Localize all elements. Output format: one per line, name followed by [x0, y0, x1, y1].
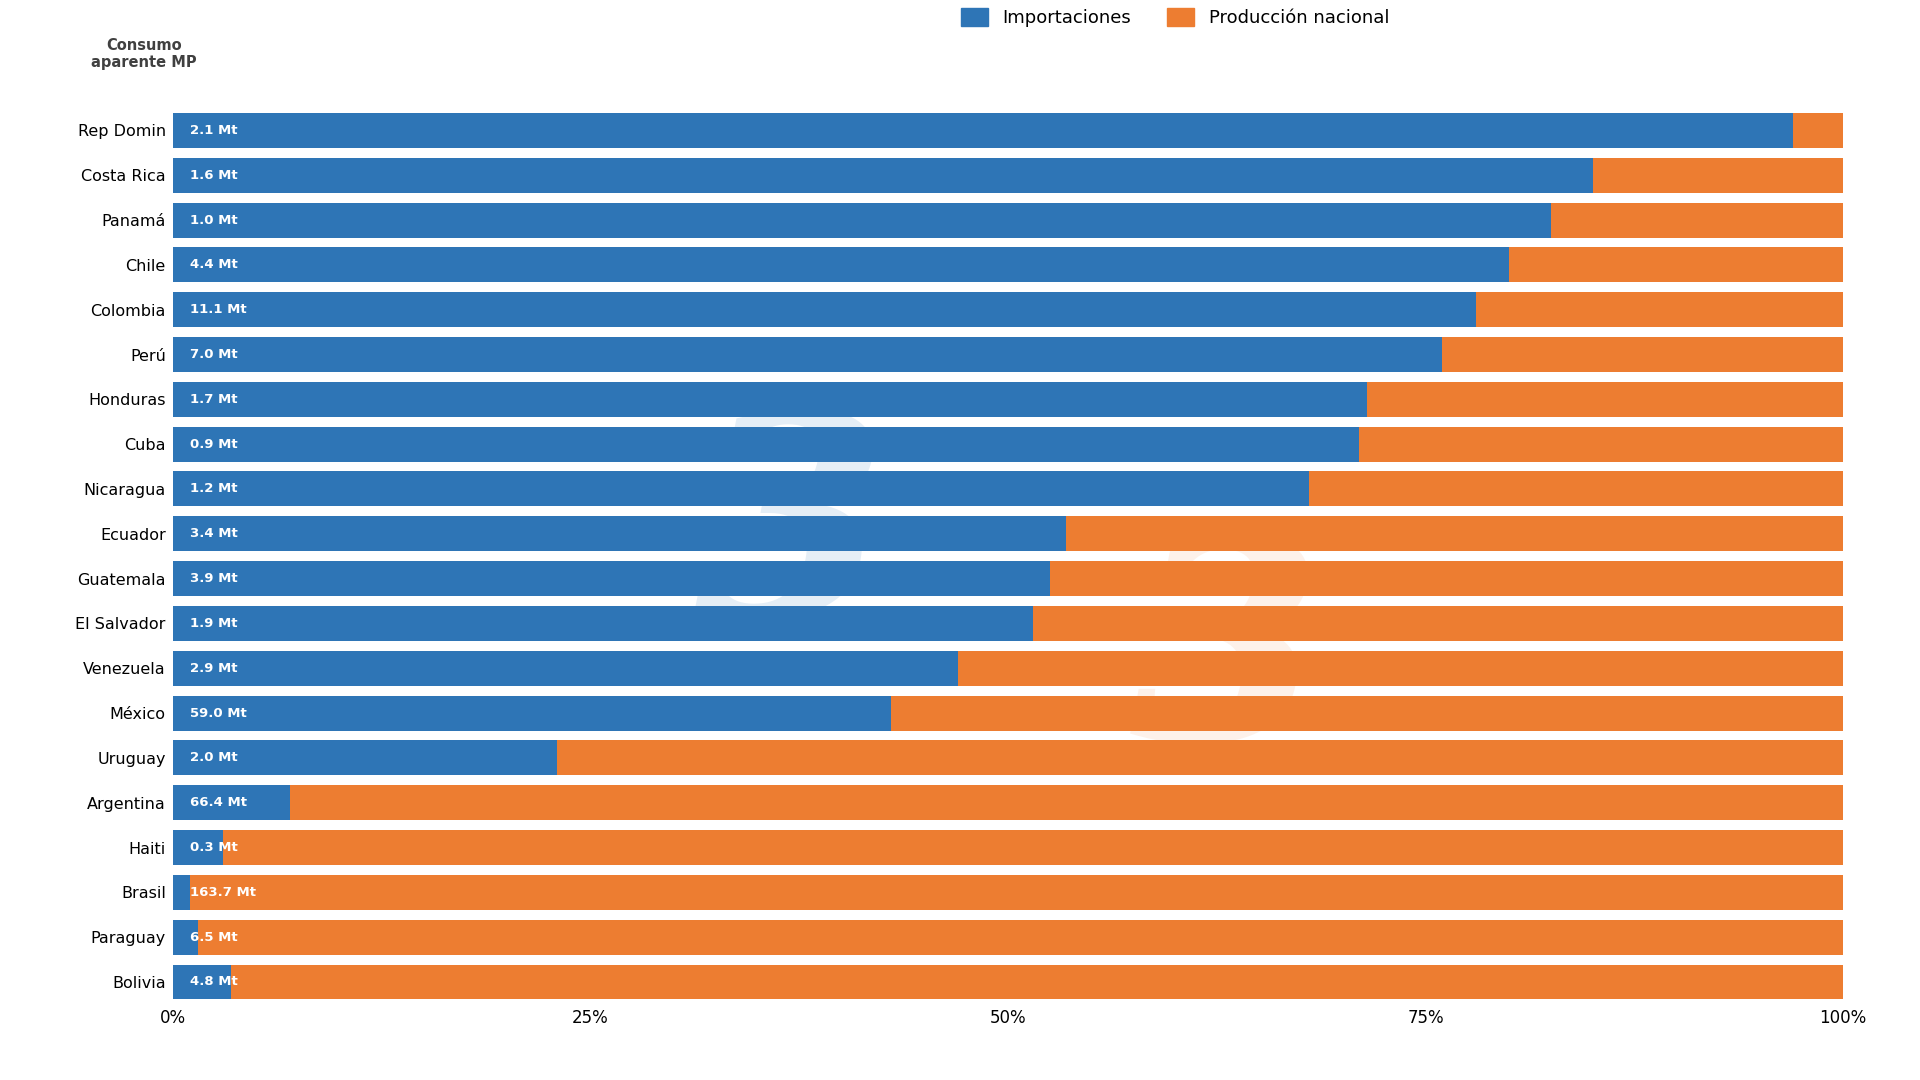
Text: 1.9 Mt: 1.9 Mt — [190, 617, 236, 630]
Bar — [173, 651, 958, 686]
Bar — [173, 606, 1033, 640]
Bar — [173, 158, 1594, 192]
Bar — [173, 785, 290, 820]
Text: 3: 3 — [695, 404, 887, 673]
Bar — [173, 562, 1050, 596]
Bar — [173, 741, 557, 775]
Text: 163.7 Mt: 163.7 Mt — [190, 886, 255, 899]
Text: 1.2 Mt: 1.2 Mt — [190, 483, 236, 496]
Bar — [173, 920, 198, 955]
Bar — [1066, 516, 1843, 551]
Bar — [223, 831, 1843, 865]
Text: 2.9 Mt: 2.9 Mt — [190, 662, 236, 675]
Bar — [173, 516, 1066, 551]
Bar — [891, 696, 1843, 730]
Text: 0.9 Mt: 0.9 Mt — [190, 437, 238, 450]
Text: 59.0 Mt: 59.0 Mt — [190, 706, 246, 719]
Bar — [1793, 113, 1843, 148]
Bar — [173, 696, 891, 730]
Text: 3: 3 — [1129, 529, 1321, 798]
Text: 66.4 Mt: 66.4 Mt — [190, 796, 246, 809]
Bar — [173, 382, 1367, 417]
Text: 4.8 Mt: 4.8 Mt — [190, 975, 238, 988]
Text: 1.0 Mt: 1.0 Mt — [190, 214, 238, 227]
Bar — [557, 741, 1843, 775]
Bar — [1309, 472, 1843, 507]
Bar — [1033, 606, 1843, 640]
Bar — [173, 831, 223, 865]
Bar — [173, 964, 230, 999]
Bar — [173, 113, 1793, 148]
Text: 6.5 Mt: 6.5 Mt — [190, 931, 238, 944]
Text: 0.3 Mt: 0.3 Mt — [190, 841, 238, 854]
Bar — [173, 472, 1309, 507]
Bar — [958, 651, 1843, 686]
Bar — [1359, 427, 1843, 461]
Bar — [1551, 203, 1843, 238]
Bar — [173, 203, 1551, 238]
Bar — [173, 337, 1442, 372]
Text: Consumo
aparente MP: Consumo aparente MP — [90, 38, 198, 70]
Text: 3.9 Mt: 3.9 Mt — [190, 572, 238, 585]
Legend: Importaciones, Producción nacional: Importaciones, Producción nacional — [954, 0, 1396, 35]
Text: 7.0 Mt: 7.0 Mt — [190, 348, 238, 361]
Text: 11.1 Mt: 11.1 Mt — [190, 303, 246, 316]
Text: 1.6 Mt: 1.6 Mt — [190, 168, 238, 181]
Bar — [190, 875, 1843, 909]
Bar — [173, 427, 1359, 461]
Bar — [1050, 562, 1843, 596]
Bar — [173, 293, 1476, 327]
Text: 4.4 Mt: 4.4 Mt — [190, 258, 238, 271]
Bar — [1367, 382, 1843, 417]
Bar — [198, 920, 1843, 955]
Bar — [173, 247, 1509, 282]
Bar — [1594, 158, 1843, 192]
Text: 2.0 Mt: 2.0 Mt — [190, 752, 238, 765]
Bar — [1509, 247, 1843, 282]
Bar — [290, 785, 1843, 820]
Text: 1.7 Mt: 1.7 Mt — [190, 393, 236, 406]
Bar — [1476, 293, 1843, 327]
Bar — [230, 964, 1843, 999]
Bar — [1442, 337, 1843, 372]
Text: 3.4 Mt: 3.4 Mt — [190, 527, 238, 540]
Bar — [173, 875, 190, 909]
Text: 2.1 Mt: 2.1 Mt — [190, 124, 236, 137]
